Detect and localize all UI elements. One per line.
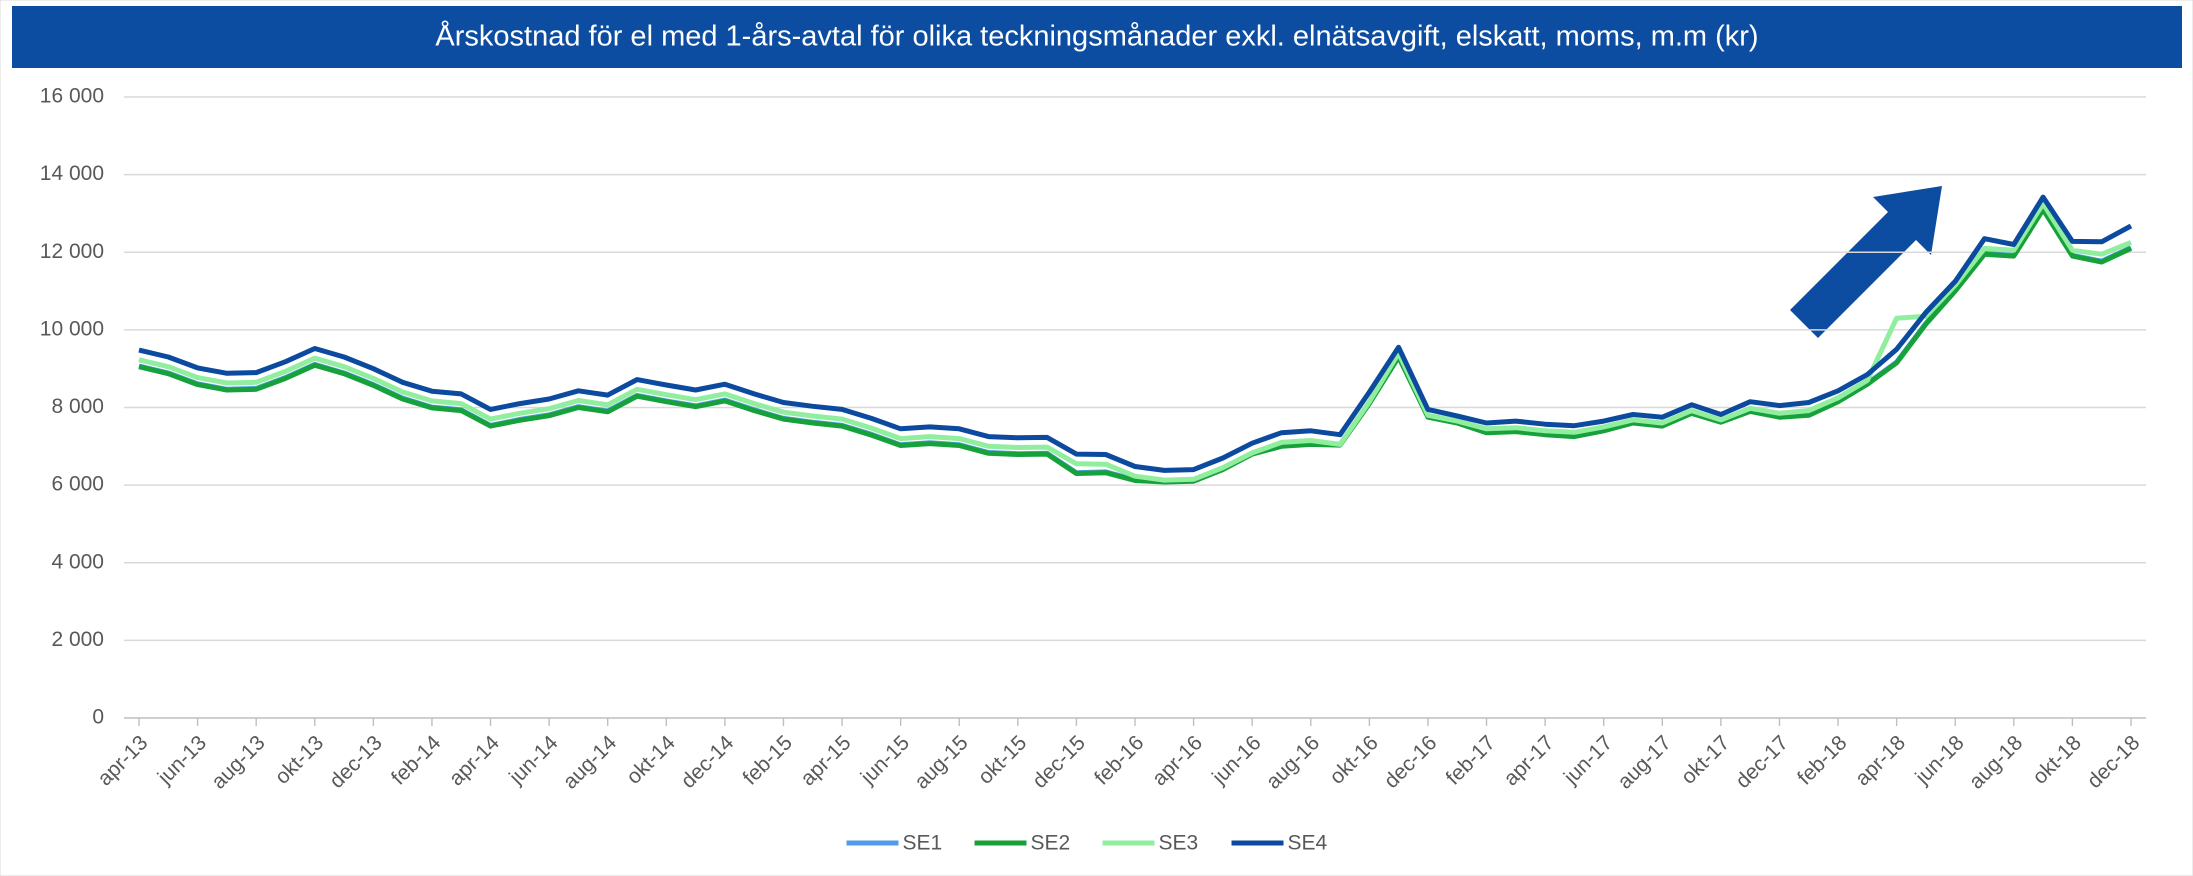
- legend-label: SE2: [1031, 832, 1071, 855]
- series-line: [138, 194, 2133, 473]
- legend-label: SE4: [1288, 832, 1328, 855]
- chart-title: Årskostnad för el med 1-års-avtal för ol…: [435, 20, 1758, 53]
- trend-arrow: [1790, 186, 1942, 338]
- y-tick-label: 2 000: [51, 628, 104, 651]
- title-bar: [12, 6, 2182, 68]
- y-tick-label: 16 000: [40, 85, 104, 108]
- y-tick-label: 0: [92, 706, 104, 729]
- series-line: [138, 201, 2132, 483]
- y-tick-label: 10 000: [40, 317, 104, 340]
- legend-label: SE3: [1159, 832, 1199, 855]
- y-tick-label: 4 000: [51, 550, 104, 573]
- legend-label: SE1: [903, 832, 943, 855]
- y-tick-label: 14 000: [40, 162, 104, 185]
- y-tick-label: 6 000: [51, 473, 104, 496]
- y-tick-label: 8 000: [51, 395, 104, 418]
- series-line: [138, 207, 2133, 485]
- y-tick-label: 12 000: [40, 240, 104, 263]
